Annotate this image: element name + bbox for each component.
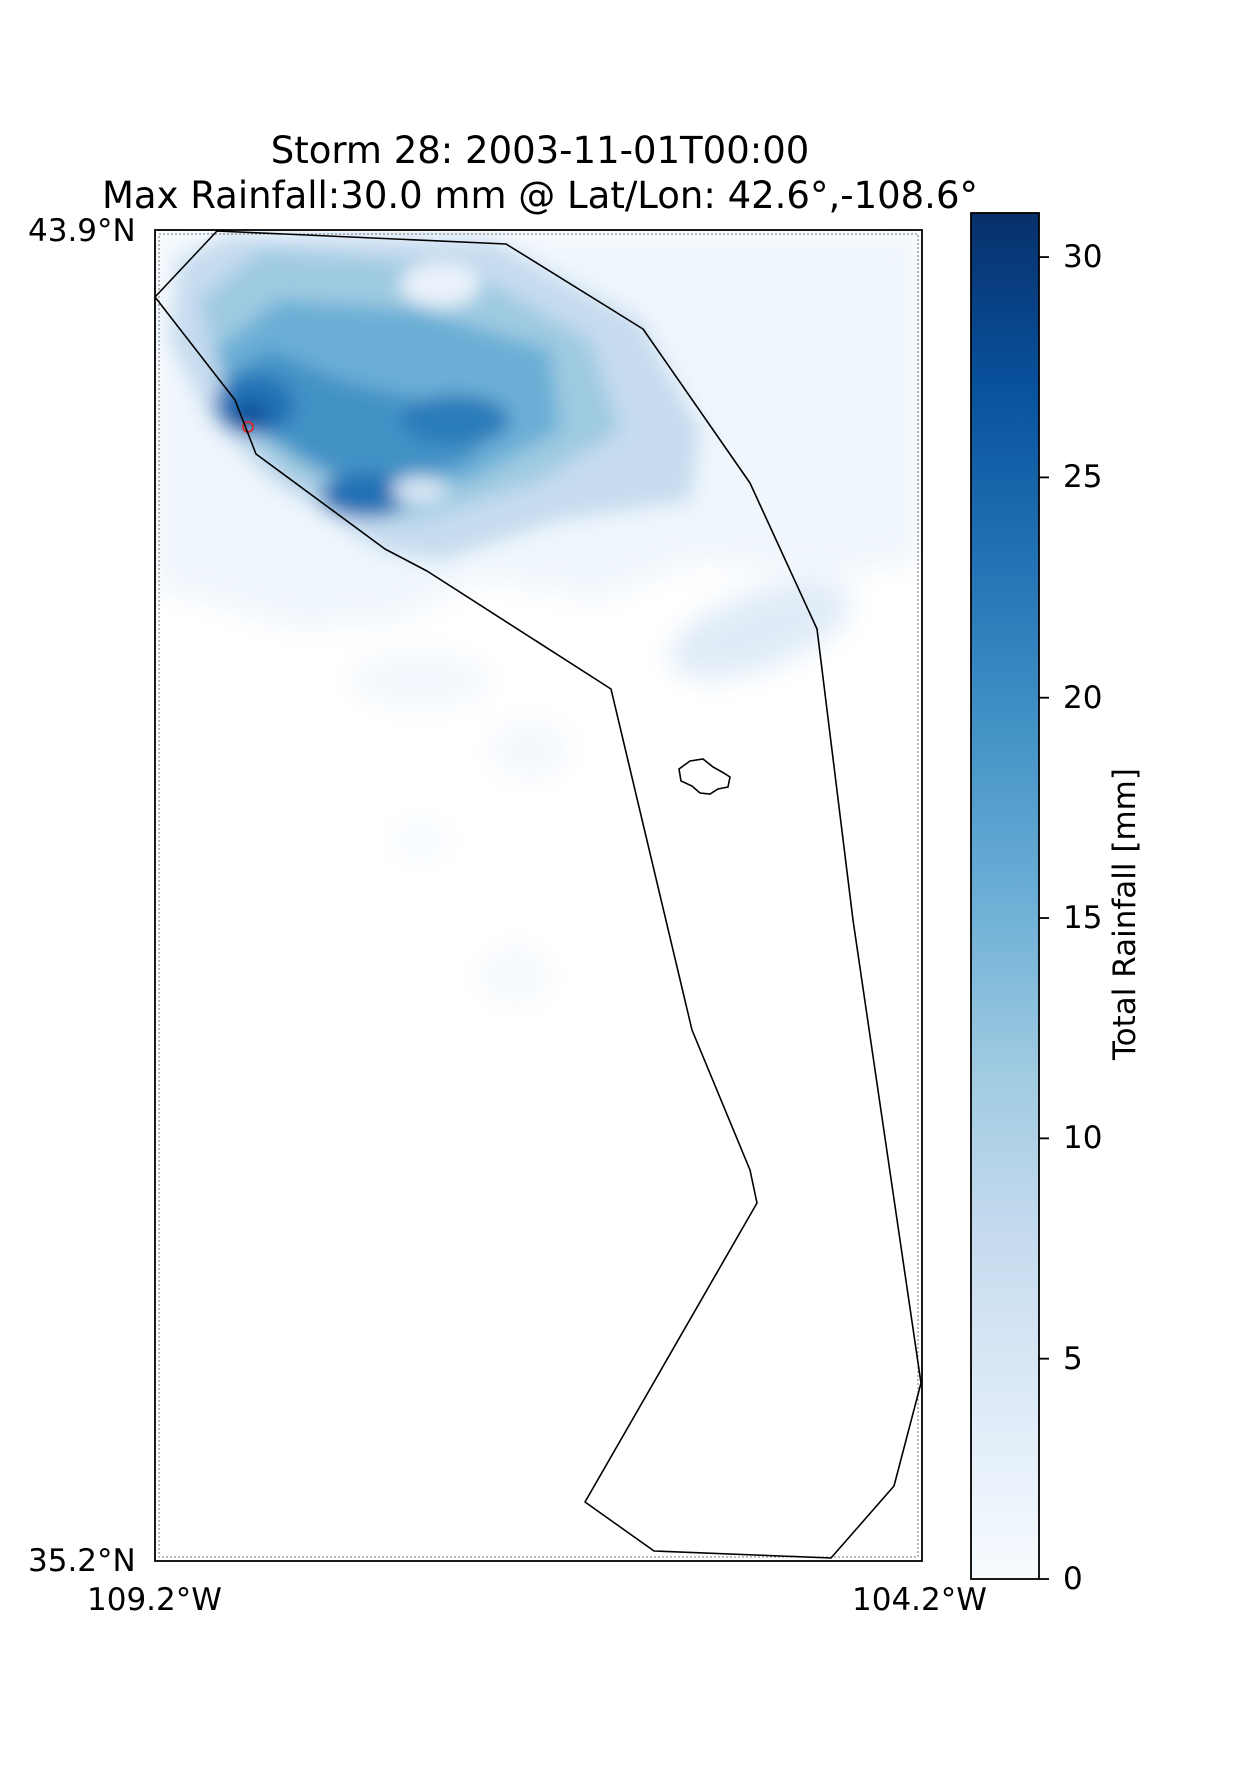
colorbar-tick-label: 25	[1063, 459, 1103, 496]
map-title-max-rainfall: Max Rainfall:30.0 mm @ Lat/Lon: 42.6°,-1…	[102, 174, 978, 217]
colorbar-tick-label: 0	[1063, 1561, 1083, 1597]
rainfall-field	[155, 230, 922, 1561]
colorbar-tick-label: 20	[1063, 679, 1103, 716]
lat-top-label: 43.9°N	[28, 213, 136, 249]
lake-outline	[678, 758, 731, 795]
colorbar-tick-label: 5	[1063, 1340, 1083, 1377]
colorbar-ticks	[1039, 256, 1049, 1580]
colorbar-label: Total Rainfall [mm]	[1107, 768, 1143, 1060]
colorbar-tick-label: 10	[1063, 1120, 1103, 1157]
lat-bottom-label: 35.2°N	[28, 1543, 136, 1579]
colorbar-tick-label: 30	[1063, 239, 1103, 276]
colorbar-tick-label: 15	[1063, 900, 1103, 937]
map-frame	[154, 229, 923, 1562]
lon-left-label: 109.2°W	[87, 1582, 222, 1618]
colorbar	[970, 212, 1040, 1580]
map-title-storm: Storm 28: 2003-11-01T00:00	[270, 129, 810, 172]
region-boundary	[154, 230, 922, 1559]
lon-right-label: 104.2°W	[852, 1582, 987, 1618]
